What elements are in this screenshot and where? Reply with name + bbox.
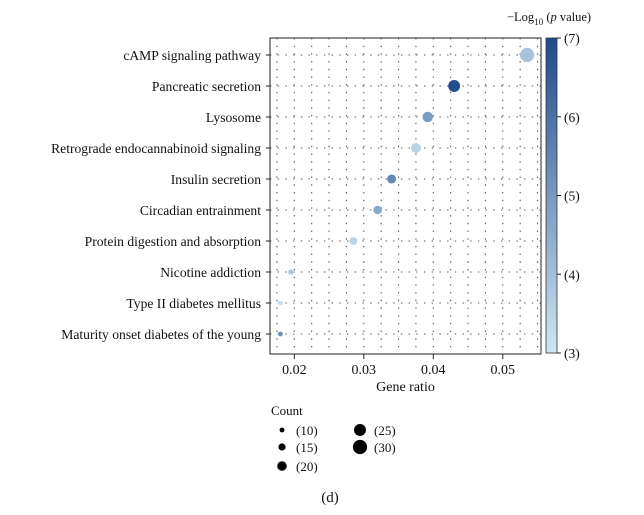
y-axis-labels: cAMP signaling pathway Pancreatic secreti…: [51, 48, 270, 342]
data-points: [277, 47, 535, 337]
color-scale-title-paren: (: [543, 10, 550, 24]
count-legend-marker: [279, 427, 285, 433]
color-scale-tick-label: (5): [564, 189, 580, 204]
y-tick-label: Lysosome: [206, 110, 261, 125]
y-tick-label: cAMP signaling pathway: [123, 48, 261, 63]
data-point: [373, 205, 383, 215]
y-tick-label: Nicotine addiction: [160, 265, 261, 280]
plot-frame: [269, 37, 542, 355]
color-scale-title-end: value): [557, 10, 591, 24]
count-size-legend: Count (10) (15) (20) (25) (30): [271, 403, 396, 474]
color-scale-tick-label: (7): [564, 31, 580, 46]
count-legend-marker: [278, 443, 286, 451]
data-point: [277, 300, 283, 306]
color-scale-bar: [545, 37, 558, 354]
color-scale-title: −Log10 (p value): [507, 10, 591, 27]
y-tick-label: Maturity onset diabetes of the young: [61, 327, 261, 342]
x-tick-label: 0.04: [421, 363, 446, 378]
x-tick-label: 0.03: [352, 363, 377, 378]
y-tick-label: Insulin secretion: [171, 172, 261, 187]
x-axis-label: Gene ratio: [376, 380, 435, 395]
x-axis-ticks: 0.02 0.03 0.04 0.05: [282, 354, 515, 378]
count-legend-items: (10) (15) (20) (25) (30): [277, 423, 396, 474]
color-scale-legend: −Log10 (p value) (3) (4) (5) (6) (7): [507, 10, 591, 361]
data-point: [288, 269, 294, 275]
y-tick-label: Retrograde endocannabinoid signaling: [51, 141, 261, 156]
data-point: [277, 331, 283, 337]
figure-caption: (d): [321, 490, 339, 506]
y-tick-label: Circadian entrainment: [140, 203, 261, 218]
y-tick-label: Pancreatic secretion: [152, 79, 261, 94]
color-scale-title-subscript: 10: [534, 17, 544, 27]
color-scale-ticks: (3) (4) (5) (6) (7): [557, 31, 580, 361]
count-legend-label: (25): [374, 423, 396, 438]
color-scale-tick-label: (3): [564, 346, 580, 361]
grid-lines: [270, 38, 541, 354]
count-legend-label: (15): [296, 440, 318, 455]
data-point: [410, 142, 421, 154]
y-tick-label: Type II diabetes mellitus: [126, 296, 261, 311]
count-legend-label: (20): [296, 459, 318, 474]
color-scale-title-p: p: [549, 10, 556, 24]
color-scale-tick-label: (4): [564, 267, 580, 282]
count-legend-marker: [352, 439, 368, 455]
x-tick-label: 0.05: [491, 363, 516, 378]
count-legend-label: (10): [296, 423, 318, 438]
y-tick-label: Protein digestion and absorption: [85, 234, 262, 249]
color-scale-title-prefix: −Log: [507, 10, 535, 24]
data-point: [422, 111, 433, 123]
data-point: [519, 47, 535, 63]
color-scale-tick-label: (6): [564, 110, 580, 125]
data-point: [387, 174, 397, 184]
data-point: [448, 80, 461, 92]
count-legend-title: Count: [271, 403, 303, 418]
x-tick-label: 0.02: [282, 363, 307, 378]
count-legend-marker: [354, 424, 366, 436]
data-point: [349, 237, 358, 245]
count-legend-marker: [277, 461, 287, 471]
count-legend-label: (30): [374, 440, 396, 455]
